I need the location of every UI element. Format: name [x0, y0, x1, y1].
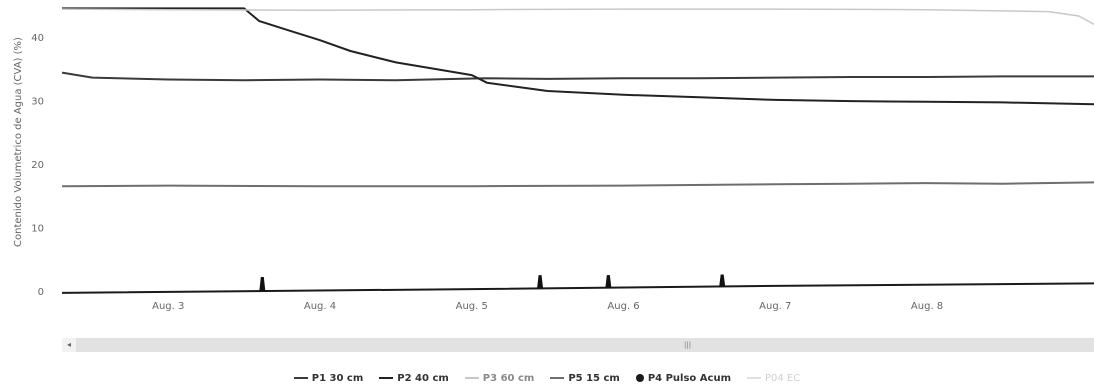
- series-line-3: [61, 8, 1094, 25]
- legend-line-icon: [293, 377, 308, 379]
- legend-line-icon: [746, 377, 761, 379]
- chart-legend: P1 30 cm P2 40 cm P3 60 cm P5 15 cm P4 Pulso…: [0, 370, 1094, 386]
- x-tick-label: Aug. 6: [607, 301, 639, 312]
- scroll-grip-icon[interactable]: |||: [684, 341, 692, 349]
- y-tick-label: 40: [31, 33, 44, 44]
- legend-label: P1 30 cm: [311, 372, 364, 384]
- series-line-5: [61, 282, 1094, 294]
- legend-item[interactable]: P3 60 cm: [464, 372, 535, 384]
- pulse-mark: [259, 277, 266, 292]
- series-line-2: [62, 7, 1094, 106]
- legend-label: P04 EC: [764, 372, 801, 384]
- y-tick-labels: 0 10 20 30 40: [31, 33, 44, 298]
- x-tick-label: Aug. 4: [304, 301, 336, 312]
- legend-item[interactable]: P5 15 cm: [550, 373, 620, 384]
- y-tick-label: 0: [38, 287, 44, 298]
- legend-label: P4 Pulso Acum: [647, 372, 731, 384]
- x-tick-label: Aug. 7: [759, 301, 791, 312]
- legend-label: P3 60 cm: [482, 372, 535, 384]
- y-tick-label: 20: [31, 160, 44, 171]
- legend-item[interactable]: P4 Pulso Acum: [635, 372, 731, 384]
- pulse-mark: [537, 275, 544, 289]
- legend-item[interactable]: P04 EC: [746, 372, 801, 384]
- y-axis-title: Contenido Volumetrico de Agua (CVA) (%): [13, 37, 24, 247]
- legend-line-icon: [464, 377, 479, 379]
- scroll-left-arrow-icon[interactable]: ◂: [62, 338, 76, 352]
- series-line-1: [61, 71, 1094, 82]
- chart-scrollbar[interactable]: ◂ |||: [62, 338, 1094, 352]
- series-lines: [61, 7, 1094, 294]
- legend-item[interactable]: P2 40 cm: [379, 373, 449, 384]
- legend-line-icon: [379, 377, 394, 379]
- x-tick-labels: Aug. 3 Aug. 4 Aug. 5 Aug. 6 Aug. 7 Aug. 8: [152, 301, 943, 312]
- x-tick-label: Aug. 5: [456, 301, 488, 312]
- legend-item[interactable]: P1 30 cm: [293, 372, 364, 384]
- y-tick-label: 10: [31, 224, 44, 235]
- pulse-mark: [719, 274, 726, 287]
- chart-svg: Contenido Volumetrico de Agua (CVA) (%) …: [13, 7, 1094, 312]
- legend-label: P5 15 cm: [568, 372, 620, 384]
- series-line-4: [61, 181, 1094, 188]
- legend-label: P2 40 cm: [397, 372, 449, 384]
- x-tick-label: Aug. 8: [911, 301, 943, 312]
- pulse-mark: [605, 275, 612, 288]
- pulse-marks: [259, 274, 726, 292]
- x-tick-label: Aug. 3: [152, 301, 184, 312]
- legend-line-icon: [550, 377, 565, 379]
- y-tick-label: 30: [31, 97, 44, 108]
- legend-dot-icon: [635, 374, 644, 382]
